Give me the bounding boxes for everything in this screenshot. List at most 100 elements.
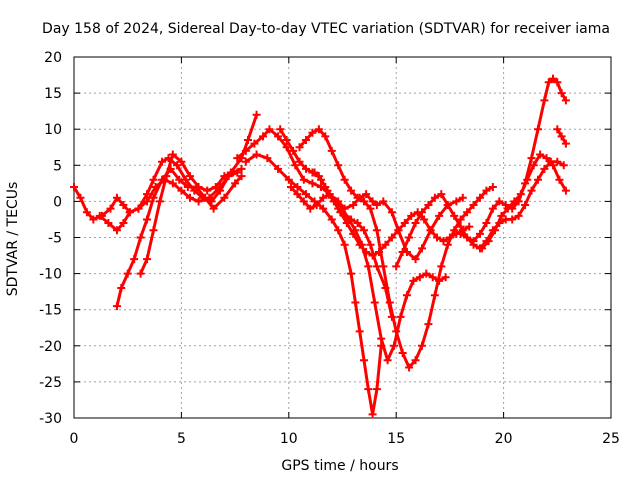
- data-point: [177, 186, 186, 195]
- data-point: [173, 161, 182, 170]
- data-point: [355, 240, 364, 249]
- data-point: [456, 229, 465, 238]
- data-point: [536, 150, 545, 159]
- data-point: [415, 273, 424, 282]
- data-point: [162, 172, 171, 181]
- data-point: [355, 327, 364, 336]
- data-point: [362, 190, 371, 199]
- data-point: [441, 273, 450, 282]
- data-point: [250, 139, 259, 148]
- data-point: [347, 186, 356, 195]
- data-point: [463, 208, 472, 217]
- data-point: [422, 269, 431, 278]
- data-point: [368, 251, 377, 260]
- data-point: [372, 201, 381, 210]
- series-track-9: [295, 125, 497, 372]
- x-tick-label: 0: [70, 431, 79, 447]
- data-point: [201, 193, 210, 202]
- data-point: [359, 226, 368, 235]
- x-tick-label: 20: [495, 431, 513, 447]
- grid-lines: [74, 57, 611, 418]
- data-point: [456, 222, 465, 231]
- data-point: [433, 233, 442, 242]
- data-point: [452, 197, 461, 206]
- series-track-12: [456, 74, 570, 246]
- data-point: [327, 146, 336, 155]
- data-point: [265, 125, 274, 134]
- data-point: [508, 215, 517, 224]
- data-point: [203, 186, 212, 195]
- data-point: [183, 182, 192, 191]
- data-point: [555, 175, 564, 184]
- data-point: [106, 204, 115, 213]
- data-point: [308, 179, 317, 188]
- data-point: [334, 226, 343, 235]
- data-point: [149, 193, 158, 202]
- data-point: [334, 161, 343, 170]
- series-track-13: [478, 150, 570, 253]
- data-point: [379, 262, 388, 271]
- data-point: [398, 247, 407, 256]
- data-point: [411, 356, 420, 365]
- data-point: [417, 208, 426, 217]
- data-point: [364, 262, 373, 271]
- data-point: [95, 211, 104, 220]
- data-point: [521, 201, 530, 210]
- data-point: [516, 190, 525, 199]
- data-point: [76, 193, 85, 202]
- y-tick-label: -25: [39, 375, 62, 391]
- data-point: [529, 161, 538, 170]
- data-point: [259, 132, 268, 141]
- data-point: [514, 211, 523, 220]
- data-point: [241, 146, 250, 155]
- x-tick-label: 10: [280, 431, 298, 447]
- data-point: [417, 341, 426, 350]
- data-point: [443, 240, 452, 249]
- data-point: [549, 161, 558, 170]
- data-point: [437, 262, 446, 271]
- data-point: [329, 197, 338, 206]
- data-point: [295, 157, 304, 166]
- data-point: [295, 143, 304, 152]
- data-point: [310, 168, 319, 177]
- chart-title: Day 158 of 2024, Sidereal Day-to-day VTE…: [42, 21, 610, 37]
- data-point: [372, 226, 381, 235]
- data-point: [387, 233, 396, 242]
- data-point: [366, 204, 375, 213]
- data-point: [347, 269, 356, 278]
- data-point: [312, 201, 321, 210]
- data-point: [497, 211, 506, 220]
- data-point: [168, 150, 177, 159]
- data-point: [428, 273, 437, 282]
- data-point: [375, 247, 384, 256]
- data-point: [263, 154, 272, 163]
- data-point: [503, 204, 512, 213]
- data-point: [405, 233, 414, 242]
- data-point: [168, 179, 177, 188]
- data-point: [112, 193, 121, 202]
- data-point: [321, 132, 330, 141]
- series-track-7: [276, 125, 396, 321]
- data-point: [143, 215, 152, 224]
- data-point: [130, 255, 139, 264]
- data-point: [379, 197, 388, 206]
- y-tick-labels: -30 -25 -20 -15 -10 -5 0 5 10 15 20: [39, 50, 62, 427]
- data-point: [368, 197, 377, 206]
- y-tick-label: 15: [44, 86, 62, 102]
- data-point: [407, 211, 416, 220]
- data-point: [491, 226, 500, 235]
- data-point: [430, 193, 439, 202]
- data-point: [435, 211, 444, 220]
- data-point: [228, 168, 237, 177]
- series-trace: [244, 153, 383, 416]
- data-point: [475, 193, 484, 202]
- series-trace: [235, 127, 465, 261]
- data-point: [340, 175, 349, 184]
- data-point: [143, 255, 152, 264]
- data-point: [252, 150, 261, 159]
- data-point: [231, 179, 240, 188]
- y-tick-label: 10: [44, 122, 62, 138]
- data-point: [349, 229, 358, 238]
- data-point: [368, 410, 377, 419]
